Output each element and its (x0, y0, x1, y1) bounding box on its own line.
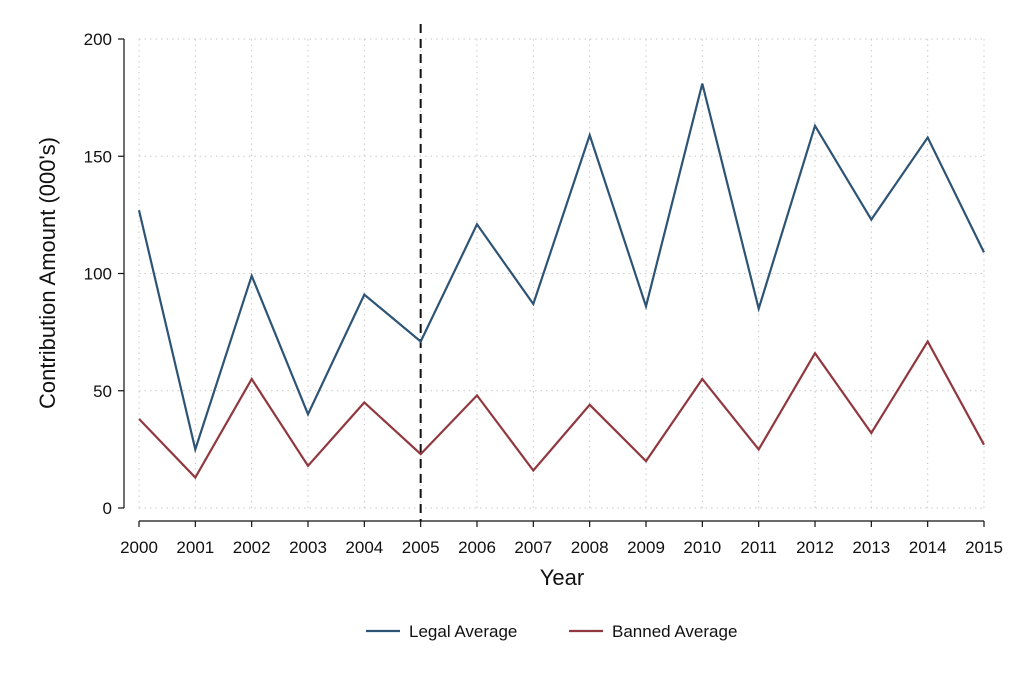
legend: Legal Average Banned Average (366, 622, 737, 641)
x-tick-label: 2002 (233, 538, 271, 557)
y-tick-label: 100 (84, 265, 112, 284)
x-tick-label: 2007 (514, 538, 552, 557)
x-axis-title: Year (540, 565, 584, 590)
y-tick-label: 150 (84, 147, 112, 166)
x-tick-label: 2010 (683, 538, 721, 557)
y-tick-label: 50 (93, 382, 112, 401)
x-tick-label: 2001 (176, 538, 214, 557)
x-tick-label: 2011 (740, 538, 777, 557)
legend-label-banned-average: Banned Average (612, 622, 737, 641)
y-tick-label: 0 (103, 499, 112, 518)
y-tick-label: 200 (84, 30, 112, 49)
x-tick-label: 2000 (120, 538, 158, 557)
x-tick-label: 2014 (909, 538, 947, 557)
x-tick-label: 2004 (345, 538, 383, 557)
x-tick-label: 2003 (289, 538, 327, 557)
y-axis-title: Contribution Amount (000's) (35, 137, 60, 409)
x-tick-label: 2006 (458, 538, 496, 557)
series-line-banned-average (138, 339, 985, 480)
x-tick-label: 2008 (571, 538, 609, 557)
x-tick-label: 2009 (627, 538, 665, 557)
series-lines (137, 83, 985, 480)
x-tick-label: 2012 (796, 538, 834, 557)
x-tick-labels: 2000 2001 2002 2003 2004 2005 2006 2007 2008 2009… (120, 521, 1003, 557)
legend-label-legal-average: Legal Average (409, 622, 517, 641)
y-tick-labels: 0 50 100 150 200 (84, 30, 124, 518)
x-tick-label: 2015 (965, 538, 1003, 557)
series-line-legal-average (137, 83, 985, 454)
x-tick-label: 2005 (402, 538, 440, 557)
x-tick-label: 2013 (852, 538, 890, 557)
